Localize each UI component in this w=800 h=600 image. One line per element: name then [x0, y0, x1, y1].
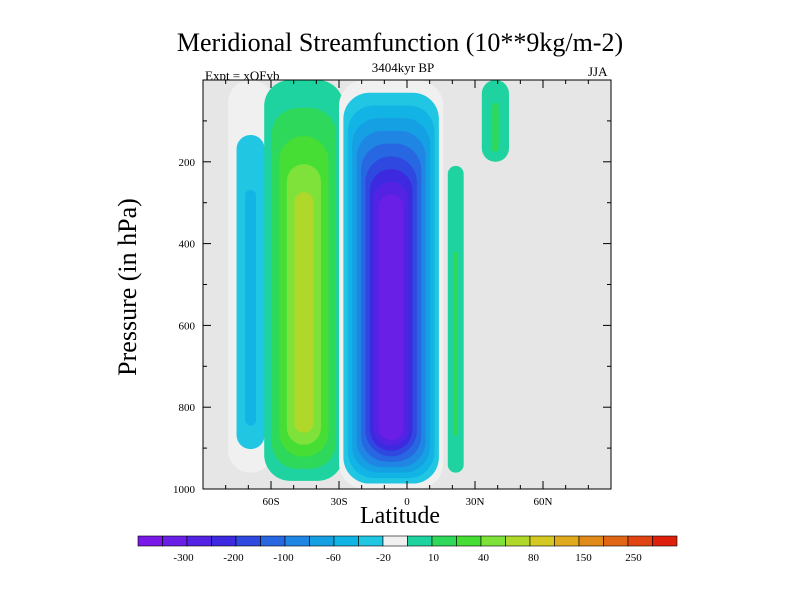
colorbar-swatch [431, 535, 457, 547]
colorbar-label: -20 [376, 552, 391, 564]
colorbar-swatch [652, 535, 678, 547]
y-tick-label: 400 [179, 239, 196, 251]
colorbar-label: -300 [173, 552, 194, 564]
colorbar-swatch [186, 535, 212, 547]
contour-negative-cell-south-polar-2 [245, 189, 257, 426]
colorbar-swatch [627, 535, 653, 547]
colorbar-swatch [456, 535, 482, 547]
colorbar-label: 250 [625, 552, 642, 564]
colorbar-swatch [235, 535, 261, 547]
colorbar-swatch [578, 535, 604, 547]
y-tick-label: 800 [179, 402, 196, 414]
colorbar-swatch [529, 535, 555, 547]
colorbar-swatch [603, 535, 629, 547]
colorbar-swatch [137, 535, 163, 547]
colorbar-swatch [407, 535, 433, 547]
colorbar-label: -100 [273, 552, 294, 564]
y-tick-label: 600 [179, 320, 196, 332]
colorbar-swatch [260, 535, 286, 547]
contour-positive-streaks-upper-north-1 [492, 102, 499, 152]
colorbar-swatch [284, 535, 310, 547]
x-tick-label: 30S [330, 496, 347, 508]
colorbar-label: -200 [223, 552, 244, 564]
period-label: 3404kyr BP [371, 60, 435, 75]
colorbar-swatch [358, 535, 384, 547]
x-tick-label: 30N [466, 496, 485, 508]
x-axis-label: Latitude [360, 503, 440, 529]
x-tick-label: 60S [262, 496, 279, 508]
x-tick-label: 60N [534, 496, 553, 508]
colorbar-swatch [162, 535, 188, 547]
experiment-label: Expt = xQFvb [205, 68, 280, 83]
colorbar-label: 10 [428, 552, 440, 564]
contour-negative-cell-tropical-9 [378, 194, 404, 440]
colorbar-swatch [211, 535, 237, 547]
contour-positive-cell-north-tropical-1 [453, 251, 458, 436]
colorbar-label: -60 [326, 552, 341, 564]
contour-positive-cell-south-4 [294, 192, 314, 433]
y-tick-label: 1000 [173, 484, 196, 496]
x-tick-label: 0 [404, 496, 410, 508]
colorbar-swatch [480, 535, 506, 547]
colorbar-swatch [554, 535, 580, 547]
colorbar-swatch [505, 535, 531, 547]
colorbar-swatch [382, 535, 408, 547]
colorbar-swatch [333, 535, 359, 547]
y-tick-label: 200 [179, 157, 196, 169]
season-label: JJA [588, 64, 608, 79]
colorbar-label: 80 [528, 552, 540, 564]
colorbar-label: 150 [575, 552, 592, 564]
colorbar-swatch [309, 535, 335, 547]
colorbar-label: 40 [478, 552, 490, 564]
contour-layer [227, 80, 509, 489]
chart-title: Meridional Streamfunction (10**9kg/m-2) [176, 28, 624, 57]
